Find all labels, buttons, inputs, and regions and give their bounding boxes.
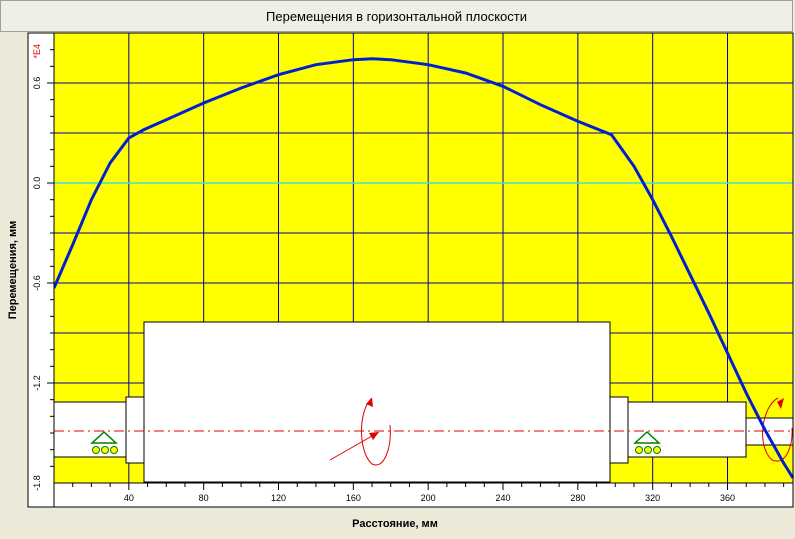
- force-arrow-icon: [329, 431, 380, 461]
- moment-right-icon: [762, 397, 793, 462]
- x-tick-label: 40: [124, 493, 134, 503]
- shaft-right-collar: [609, 396, 629, 464]
- x-tick-label: 120: [271, 493, 286, 503]
- x-axis-ruler: [53, 482, 794, 508]
- shaft-left-collar: [125, 396, 145, 464]
- x-axis-minor-ticks: [72, 483, 785, 490]
- x-tick-labels: 40 80 120 160 200 240 280 320 360: [124, 493, 735, 503]
- y-tick-label: -0.6: [32, 275, 42, 291]
- x-tick-label: 200: [421, 493, 436, 503]
- shaft-main-body: [143, 321, 611, 483]
- y-tick-label: -1.8: [32, 475, 42, 491]
- y-multiplier-label: *E4: [32, 44, 42, 59]
- x-tick-label: 240: [495, 493, 510, 503]
- x-tick-label: 160: [346, 493, 361, 503]
- moment-center-icon: [361, 397, 391, 466]
- x-tick-label: 360: [720, 493, 735, 503]
- left-support-icon: [90, 430, 118, 454]
- y-axis-label: Перемещения, мм: [7, 221, 19, 320]
- chart-title: Перемещения в горизонтальной плоскости: [266, 9, 527, 24]
- title-bar: Перемещения в горизонтальной плоскости: [0, 0, 793, 32]
- shaft-right-journal: [627, 401, 747, 458]
- x-tick-label: 280: [570, 493, 585, 503]
- y-tick-labels: 0.6 0.0 -0.6 -1.2 -1.8: [32, 77, 42, 491]
- x-tick-label: 80: [199, 493, 209, 503]
- x-axis-label: Расстояние, мм: [352, 518, 438, 530]
- y-tick-label: 0.6: [32, 77, 42, 90]
- shaft-schematic: [53, 321, 794, 483]
- y-axis-minor-ticks: [47, 49, 54, 467]
- y-axis-ruler: [27, 32, 55, 508]
- series-line: [52, 57, 795, 479]
- y-tick-label: 0.0: [32, 177, 42, 190]
- right-support-icon: [633, 430, 661, 454]
- y-tick-label: -1.2: [32, 375, 42, 391]
- x-tick-label: 320: [645, 493, 660, 503]
